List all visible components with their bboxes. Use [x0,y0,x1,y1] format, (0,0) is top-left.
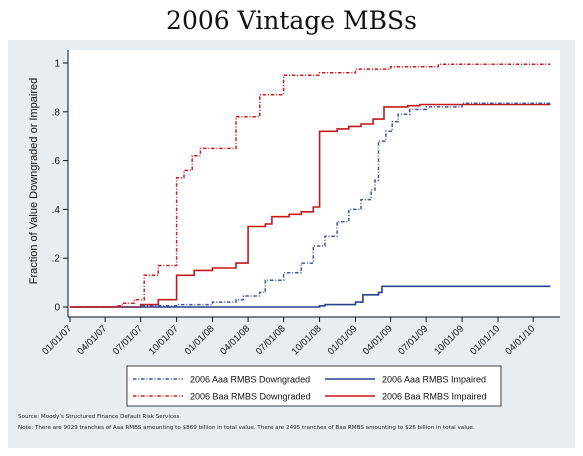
x-tick-label: 04/01/08 [218,323,252,357]
legend-box [126,365,502,407]
series-line-1 [70,285,551,308]
legend-label: 2006 Aaa RMBS Downgraded [190,375,310,385]
x-tick-label: 10/01/09 [432,323,466,357]
series-line-2 [70,63,551,308]
y-axis-label: Fraction of Value Downgraded or Impaired [28,78,40,284]
x-tick-label: 01/01/07 [40,323,74,357]
x-tick-label: 01/01/08 [183,323,217,357]
x-tick-label: 04/01/07 [75,323,109,357]
y-tick-label: .2 [52,254,61,265]
y-tick-label: .8 [52,107,61,118]
x-tick-label: 10/01/07 [147,323,181,357]
x-tick-label: 07/01/08 [254,323,288,357]
legend-label: 2006 Aaa RMBS Impaired [382,375,486,385]
source-note: Source: Moody's Structured Finance Defau… [18,414,180,420]
x-tick-label: 04/01/10 [503,323,537,357]
x-tick-label: 01/01/09 [326,323,360,357]
legend-label: 2006 Baa RMBS Impaired [382,392,487,402]
y-tick-label: 0 [54,303,60,314]
y-axis: 0 .2 .4 .6 .8 1 [52,50,69,317]
series-line-0 [70,102,551,308]
x-tick-label: 01/01/10 [468,323,502,357]
legend: 2006 Aaa RMBS Downgraded 2006 Baa RMBS Do… [126,365,502,407]
y-tick-label: .6 [52,156,61,167]
legend-label: 2006 Baa RMBS Downgraded [190,392,311,402]
x-tick-label: 07/01/09 [396,323,430,357]
page-title: 2006 Vintage MBSs [166,6,417,35]
series-line-3 [70,103,551,308]
y-tick-label: .4 [52,205,61,216]
y-tick-label: 1 [54,59,60,70]
x-tick-label: 10/01/08 [290,323,324,357]
plot-area [68,50,560,317]
footnote: Note: There are 9029 tranches of Aaa RMB… [18,425,475,431]
x-tick-label: 04/01/09 [361,323,395,357]
series-lines [70,63,551,308]
x-axis: 01/01/07 04/01/07 07/01/07 10/01/07 01/01/08… [40,316,560,357]
x-tick-label: 07/01/07 [111,323,145,357]
